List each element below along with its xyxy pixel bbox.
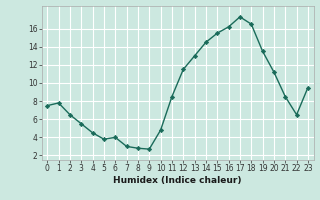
X-axis label: Humidex (Indice chaleur): Humidex (Indice chaleur) [113,176,242,185]
